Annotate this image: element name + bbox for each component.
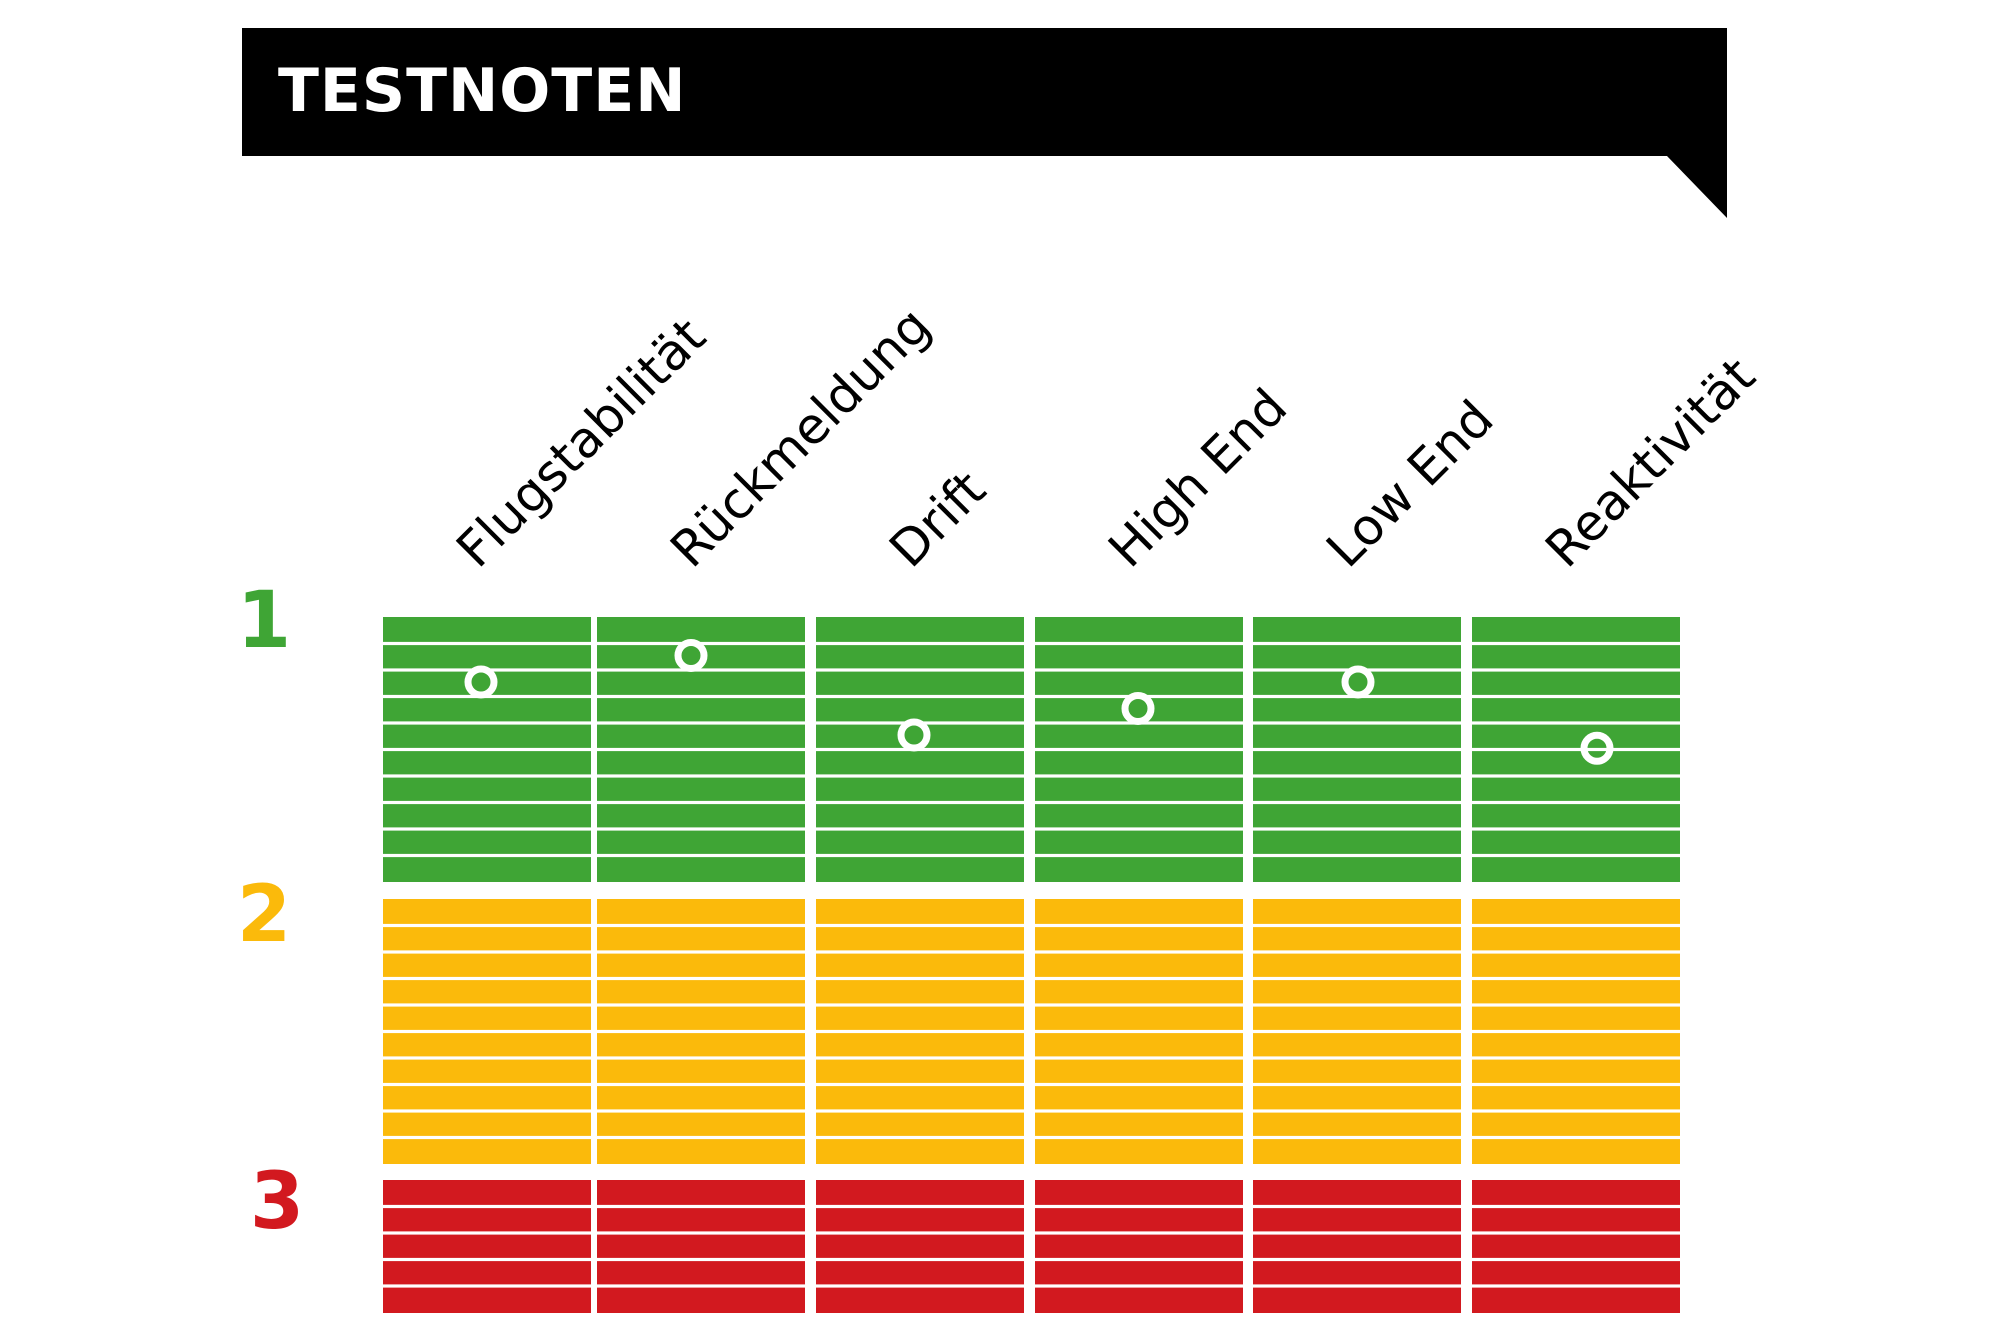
grade-band-2 xyxy=(383,899,1680,1164)
category-label: Reaktivität xyxy=(1534,347,1766,579)
grade-bands xyxy=(383,617,1680,1313)
grade-cell xyxy=(383,1180,591,1313)
grade-labels: 1 2 3 xyxy=(237,576,304,1247)
stripe-line xyxy=(383,1056,1680,1060)
grade-cell xyxy=(1472,1180,1680,1313)
rating-marker xyxy=(1121,692,1155,725)
grade-cell xyxy=(597,1180,805,1313)
stripe-line xyxy=(383,721,1680,725)
grade-cell xyxy=(1035,1180,1243,1313)
rating-marker xyxy=(1580,731,1614,765)
stripe-line xyxy=(383,668,1680,672)
grade-cell xyxy=(816,1180,1024,1313)
stripe-line xyxy=(383,641,1680,646)
grade-band-3 xyxy=(383,1180,1680,1313)
category-label: Drift xyxy=(878,460,996,578)
rating-marker xyxy=(897,718,931,752)
stripe-line xyxy=(383,1029,1680,1034)
stripe-line xyxy=(383,950,1680,954)
rating-marker xyxy=(1341,665,1375,699)
stripe-line xyxy=(383,1284,1680,1288)
stripe-line xyxy=(383,1135,1680,1140)
stripe-line xyxy=(383,747,1680,752)
title-bar xyxy=(242,28,1727,218)
stripe-line xyxy=(383,800,1680,805)
stripe-line xyxy=(383,774,1680,778)
stripe-line xyxy=(383,694,1680,699)
stripe-line xyxy=(383,1109,1680,1113)
grade-label-1: 1 xyxy=(237,576,291,666)
stripe-line xyxy=(383,1003,1680,1007)
stripe-line xyxy=(383,923,1680,928)
stripe-line xyxy=(383,1231,1680,1235)
chart-title: TESTNOTEN xyxy=(278,56,686,126)
grade-band-1 xyxy=(383,617,1680,882)
category-label: Low End xyxy=(1315,389,1504,578)
grade-label-2: 2 xyxy=(237,870,291,960)
stripe-line xyxy=(383,853,1680,858)
grade-label-3: 3 xyxy=(250,1157,304,1247)
grade-cell xyxy=(1253,1180,1461,1313)
stripe-line xyxy=(383,1257,1680,1262)
rating-markers xyxy=(464,639,1614,765)
rating-marker xyxy=(464,665,498,699)
stripe-line xyxy=(383,827,1680,831)
category-label: High End xyxy=(1097,378,1298,579)
stripe-line xyxy=(383,976,1680,981)
rating-marker xyxy=(674,639,708,672)
stripe-line xyxy=(383,1204,1680,1209)
stripe-line xyxy=(383,1082,1680,1087)
